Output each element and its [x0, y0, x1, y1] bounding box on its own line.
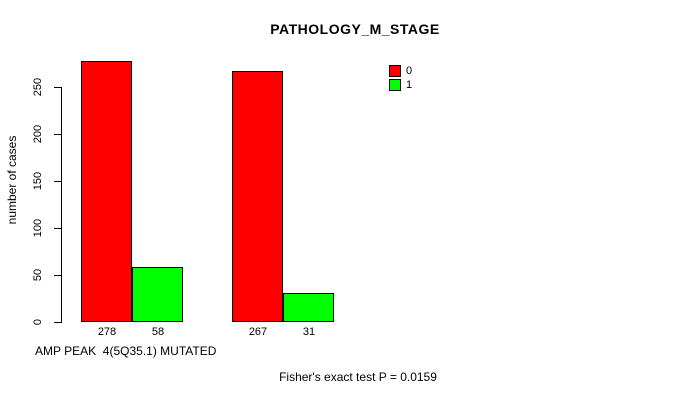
- bar-group1-series-1: [132, 267, 183, 322]
- y-tick-label: 0: [32, 318, 44, 326]
- legend-swatch-icon: [389, 65, 401, 77]
- y-tick-mark: [54, 275, 61, 276]
- legend-label: 0: [406, 65, 413, 77]
- y-tick-label: 200: [32, 124, 44, 144]
- bar-group1-series-0: [81, 60, 132, 322]
- y-tick-label: 100: [32, 218, 44, 238]
- y-tick-label: 150: [32, 171, 44, 191]
- y-tick-mark: [54, 181, 61, 182]
- bar-group2-series-0: [232, 71, 283, 322]
- y-tick-label: 50: [32, 268, 44, 282]
- bar-value-label: 267: [248, 326, 268, 338]
- y-tick-mark: [54, 322, 61, 323]
- x-axis-label: AMP PEAK 4(5Q35.1) MUTATED: [35, 344, 217, 358]
- y-tick-mark: [54, 228, 61, 229]
- y-tick-mark: [54, 134, 61, 135]
- y-axis-line: [61, 87, 62, 323]
- chart-title: PATHOLOGY_M_STAGE: [270, 21, 440, 37]
- legend-swatch-icon: [389, 79, 401, 91]
- legend-item-1: 1: [389, 78, 412, 92]
- bar-value-label: 278: [97, 326, 117, 338]
- bar-value-label: 31: [302, 326, 316, 338]
- legend-item-0: 0: [389, 64, 412, 78]
- legend-label: 1: [406, 79, 413, 91]
- bar-group2-series-1: [283, 292, 334, 322]
- y-axis-label: number of cases: [5, 135, 19, 225]
- y-tick-label: 250: [32, 77, 44, 97]
- y-tick-mark: [54, 87, 61, 88]
- bar-value-label: 58: [151, 326, 165, 338]
- stat-annotation: Fisher's exact test P = 0.0159: [279, 370, 437, 384]
